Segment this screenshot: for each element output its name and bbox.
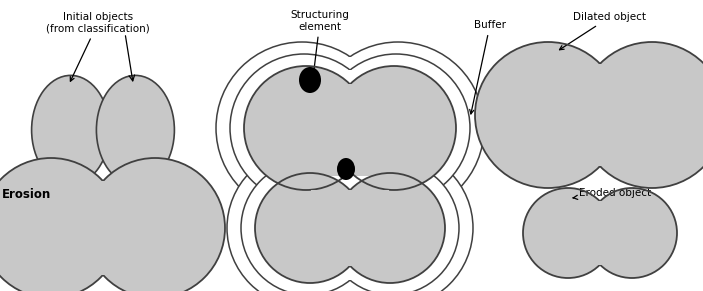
Circle shape	[325, 161, 459, 291]
Circle shape	[315, 149, 473, 291]
Bar	[569, 201, 631, 265]
Bar	[307, 84, 393, 172]
Circle shape	[255, 173, 365, 283]
Bar	[305, 70, 395, 186]
Text: Initial objects
(from classification): Initial objects (from classification)	[46, 12, 150, 81]
Text: Erosion: Erosion	[2, 188, 51, 201]
Bar	[307, 162, 393, 291]
Text: Dilated object: Dilated object	[560, 12, 647, 50]
Circle shape	[523, 188, 613, 278]
Circle shape	[241, 161, 375, 291]
Ellipse shape	[32, 75, 110, 184]
Circle shape	[216, 42, 388, 214]
Circle shape	[244, 66, 368, 190]
Circle shape	[85, 158, 225, 291]
Circle shape	[587, 188, 677, 278]
Bar	[303, 57, 397, 199]
Circle shape	[322, 54, 470, 202]
Circle shape	[0, 158, 121, 291]
Text: Eroded object: Eroded object	[573, 188, 651, 199]
Text: Structuring
element: Structuring element	[290, 10, 349, 82]
Circle shape	[230, 54, 378, 202]
Circle shape	[579, 42, 703, 188]
Circle shape	[335, 173, 445, 283]
Circle shape	[332, 66, 456, 190]
Bar	[52, 181, 154, 275]
Ellipse shape	[337, 158, 355, 180]
Bar	[311, 190, 389, 266]
Text: Buffer: Buffer	[470, 20, 506, 114]
Bar	[549, 64, 651, 166]
Circle shape	[227, 149, 385, 291]
Ellipse shape	[96, 75, 174, 184]
Circle shape	[312, 42, 484, 214]
Bar	[309, 176, 391, 280]
Circle shape	[475, 42, 621, 188]
Ellipse shape	[299, 67, 321, 93]
